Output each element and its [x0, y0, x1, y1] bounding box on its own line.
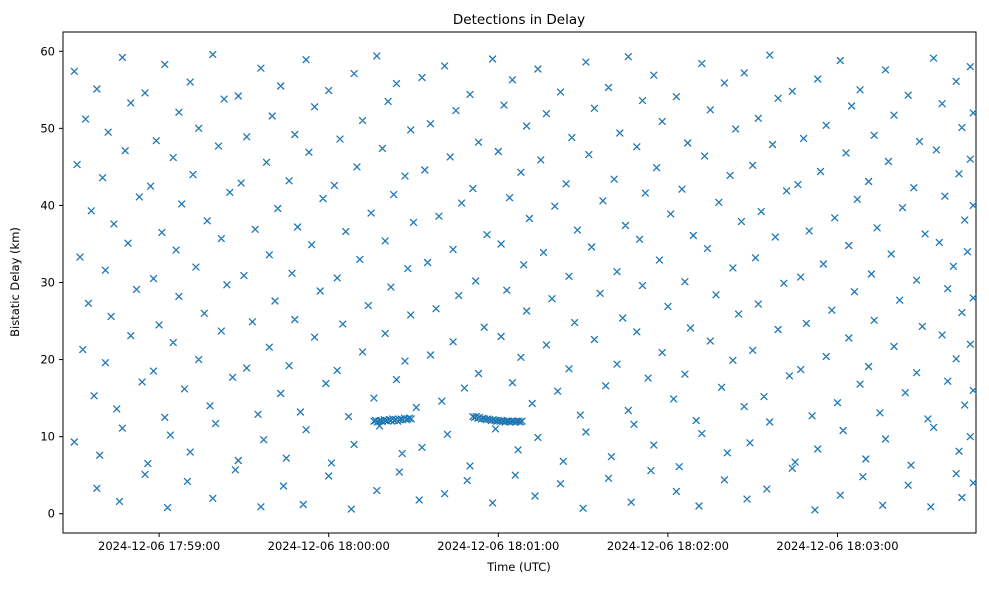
- scatter-points: [70, 50, 977, 514]
- x-tick-label: 2024-12-06 18:02:00: [607, 539, 729, 553]
- y-tick-label: 20: [40, 353, 55, 367]
- x-axis-ticks: 2024-12-06 17:59:00 2024-12-06 18:00:00 20…: [98, 533, 899, 553]
- y-axis-label: Bistatic Delay (km): [8, 227, 22, 337]
- y-tick-label: 10: [40, 430, 55, 444]
- y-tick-label: 50: [40, 121, 55, 135]
- x-axis-label: Time (UTC): [486, 560, 551, 574]
- y-tick-label: 30: [40, 276, 55, 290]
- x-tick-label: 2024-12-06 17:59:00: [98, 539, 220, 553]
- x-tick-label: 2024-12-06 18:03:00: [776, 539, 898, 553]
- x-tick-label: 2024-12-06 18:01:00: [437, 539, 559, 553]
- x-tick-label: 2024-12-06 18:00:00: [268, 539, 390, 553]
- y-tick-label: 0: [48, 507, 55, 521]
- y-tick-label: 60: [40, 44, 55, 58]
- y-axis-ticks: 0 10 20 30 40 50 60: [40, 44, 63, 521]
- scatter-marker-path: [70, 50, 977, 514]
- y-tick-label: 40: [40, 198, 55, 212]
- chart-title: Detections in Delay: [453, 12, 585, 28]
- plot-area: [62, 31, 977, 534]
